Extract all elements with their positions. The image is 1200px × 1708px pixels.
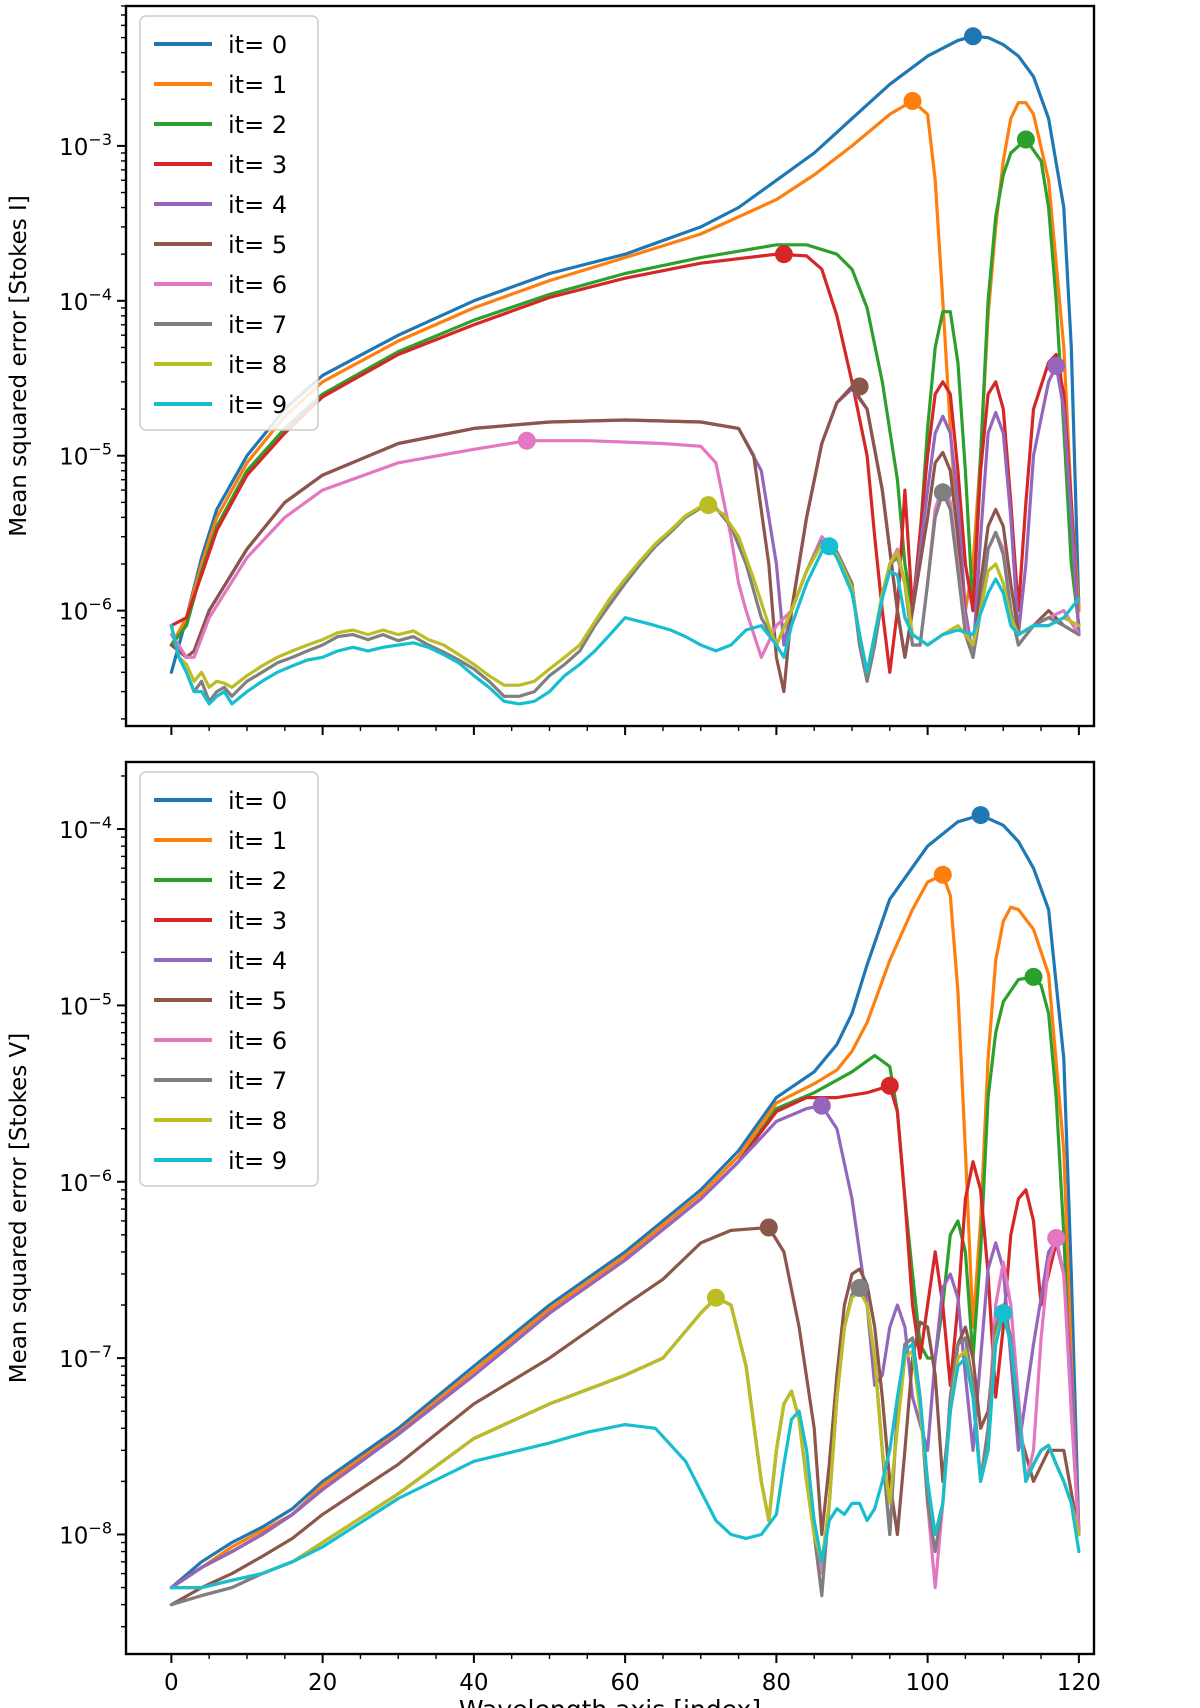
x-tick-label: 80 <box>762 1670 791 1696</box>
legend-box <box>139 15 319 431</box>
series-marker-it1 <box>933 865 952 884</box>
legend-entry-it0: it= 0 <box>228 31 287 59</box>
series-line-it8 <box>169 1289 1081 1590</box>
legend-box <box>139 771 319 1187</box>
y-axis-label: Mean squared error [Stokes V] <box>6 1033 32 1384</box>
series-marker-it2 <box>1024 967 1043 986</box>
series-line-it0 <box>169 813 1081 1590</box>
series-line-it7 <box>169 490 1081 703</box>
legend-entry-it9: it= 9 <box>228 1147 287 1175</box>
series-marker-it3 <box>880 1076 899 1095</box>
x-tick-label: 40 <box>459 1670 488 1696</box>
legend-entry-it2: it= 2 <box>228 111 287 139</box>
series-marker-it5 <box>850 377 869 396</box>
legend-entry-it2: it= 2 <box>228 867 287 895</box>
legend-entry-it4: it= 4 <box>228 191 287 219</box>
legend: it= 0 it= 1 it= 2 it= 3 it= 4 it= 5 it= 6 it= 7… <box>139 771 319 1187</box>
series-marker-it3 <box>774 245 793 264</box>
x-tick-label: 100 <box>906 1670 950 1696</box>
series-marker-it5 <box>759 1218 778 1237</box>
x-tick-label: 0 <box>164 1670 179 1696</box>
legend-entry-it9: it= 9 <box>228 391 287 419</box>
y-tick-label: 10−3 <box>59 130 112 161</box>
chart-panel-1: 10−6 10−5 10−4 10−3 Mean squared error [Stok… <box>6 4 1096 735</box>
series-marker-it6 <box>1047 1229 1066 1247</box>
x-tick-label: 60 <box>610 1670 639 1696</box>
y-tick-label: 10−4 <box>59 285 112 316</box>
plot-frame <box>124 4 1096 728</box>
series-line-it0 <box>169 34 1081 674</box>
x-axis-label: Wavelength axis [index] <box>459 1695 761 1708</box>
series-marker-it4 <box>1047 356 1066 375</box>
legend-entry-it6: it= 6 <box>228 271 287 299</box>
legend-entry-it4: it= 4 <box>228 947 287 975</box>
series-marker-it9 <box>820 537 839 556</box>
series-line-it7 <box>169 1286 1081 1607</box>
plot-frame <box>124 760 1096 1656</box>
y-tick-label: 10−7 <box>59 1342 112 1373</box>
legend-entry-it5: it= 5 <box>228 987 287 1015</box>
y-tick-label: 10−5 <box>59 989 112 1020</box>
series-group <box>169 806 1081 1607</box>
y-tick-label: 10−8 <box>59 1518 112 1549</box>
series-marker-it0 <box>964 27 982 46</box>
legend: it= 0 it= 1 it= 2 it= 3 it= 4 it= 5 it= 6 it= 7… <box>139 15 319 431</box>
legend-entry-it7: it= 7 <box>228 1067 287 1095</box>
series-marker-it0 <box>971 806 990 825</box>
legend-entry-it8: it= 8 <box>228 351 287 379</box>
legend-entry-it8: it= 8 <box>228 1107 287 1135</box>
legend-entry-it1: it= 1 <box>228 71 287 99</box>
legend-entry-it6: it= 6 <box>228 1027 287 1055</box>
x-tick-label: 120 <box>1057 1670 1101 1696</box>
series-marker-it7 <box>850 1278 869 1297</box>
series-marker-it7 <box>933 483 952 502</box>
series-marker-it8 <box>699 496 718 515</box>
legend-entry-it7: it= 7 <box>228 311 287 339</box>
chart-panel-2: 0 20 40 60 80 100 120 10−8 10−7 10−6 10−5 10−4 Mean … <box>6 760 1101 1708</box>
legend-entry-it3: it= 3 <box>228 907 287 935</box>
series-marker-it6 <box>517 431 536 450</box>
series-line-it5 <box>169 1225 1081 1607</box>
x-tick-label: 20 <box>308 1670 337 1696</box>
series-marker-it8 <box>706 1288 725 1307</box>
series-marker-it4 <box>812 1096 831 1115</box>
series-line-it9 <box>169 544 1081 706</box>
series-line-it5 <box>169 384 1081 694</box>
legend-entry-it5: it= 5 <box>228 231 287 259</box>
series-marker-it2 <box>1016 130 1035 149</box>
y-tick-label: 10−5 <box>59 440 112 471</box>
series-line-it9 <box>169 1311 1081 1590</box>
series-line-it8 <box>169 503 1081 689</box>
legend-entry-it3: it= 3 <box>228 151 287 179</box>
y-tick-label: 10−4 <box>59 813 112 844</box>
series-line-it1 <box>169 873 1081 1590</box>
legend-entry-it1: it= 1 <box>228 827 287 855</box>
y-tick-label: 10−6 <box>59 1166 112 1197</box>
legend-entry-it0: it= 0 <box>228 787 287 815</box>
y-axis-label: Mean squared error [Stokes I] <box>6 195 32 537</box>
series-marker-it1 <box>903 92 922 110</box>
y-tick-label: 10−6 <box>59 595 112 626</box>
series-marker-it9 <box>994 1304 1013 1323</box>
